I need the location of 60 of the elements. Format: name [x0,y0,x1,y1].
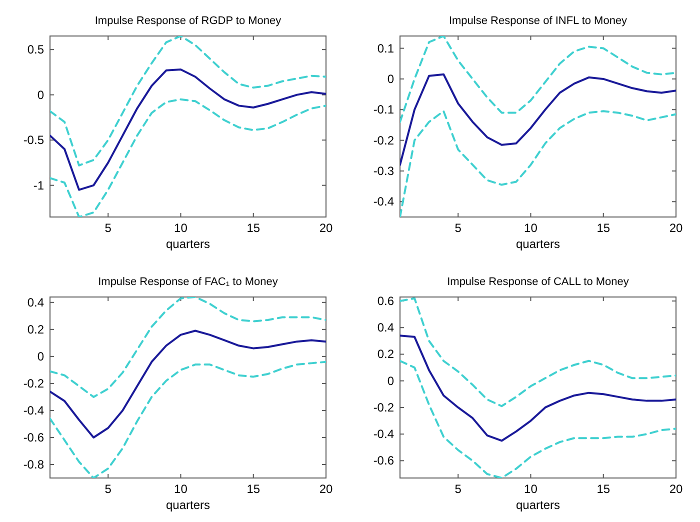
x-tick-label: 5 [104,482,112,496]
y-tick-label: 0.4 [377,320,394,335]
y-tick-label: -0.5 [23,133,44,148]
y-tick-label: -0.6 [373,454,394,468]
y-tick-label: 0.4 [27,295,44,310]
x-tick-label: 20 [319,221,333,235]
line-series [50,68,326,191]
y-tick-label: 0.6 [377,294,394,308]
line-series [400,73,676,166]
chart-title: Impulse Response of INFL to Money [448,15,628,27]
x-axis-title: quarters [516,498,560,512]
line-series [400,334,676,442]
x-tick-label: 5 [104,221,112,235]
chart-title: Impulse Response of FAC₁ to Money [98,276,278,288]
x-tick-label: 10 [174,221,188,235]
y-tick-label: -0.2 [373,400,394,414]
y-tick-label: -0.2 [23,376,44,390]
chart-title: Impulse Response of CALL to Money [447,276,630,288]
y-tick-label: 0 [37,88,44,102]
y-tick-label: -0.8 [23,457,44,472]
line-series [50,36,326,166]
x-tick-label: 10 [524,482,538,496]
x-axis-title: quarters [166,237,210,251]
y-tick-label: 0.2 [377,347,394,362]
line-series [50,98,326,217]
y-tick-label: -0.3 [373,164,394,178]
y-tick-label: 0.1 [377,41,394,56]
line-series [400,110,676,217]
line-series [50,297,326,398]
x-tick-label: 20 [319,482,333,496]
x-tick-label: 15 [246,221,260,235]
y-tick-label: -1 [33,178,44,192]
line-series [50,360,326,478]
y-tick-label: -0.2 [373,133,394,148]
x-tick-label: 5 [454,482,462,496]
x-axis-title: quarters [166,498,210,512]
y-tick-label: -0.4 [373,427,394,442]
y-tick-label: 0.5 [27,42,44,57]
x-tick-label: 20 [669,221,683,235]
y-tick-label: -0.6 [23,430,44,444]
x-tick-label: 10 [524,221,538,235]
x-tick-label: 15 [596,482,610,496]
y-tick-label: -0.4 [373,194,394,209]
y-tick-label: 0 [387,72,394,86]
x-tick-label: 5 [454,221,462,235]
y-tick-label: -0.1 [373,102,394,117]
chart-title: Impulse Response of RGDP to Money [94,15,282,27]
line-series [50,330,326,438]
y-tick-label: -0.4 [23,403,44,418]
line-series [400,297,676,408]
line-series [400,36,676,123]
line-series [400,360,676,478]
x-tick-label: 15 [596,221,610,235]
x-tick-label: 15 [246,482,260,496]
x-tick-label: 10 [174,482,188,496]
y-tick-label: 0 [37,349,44,364]
y-tick-label: 0 [387,374,394,388]
x-tick-label: 20 [669,482,683,496]
y-tick-label: 0.2 [27,322,44,336]
x-axis-title: quarters [516,237,560,251]
